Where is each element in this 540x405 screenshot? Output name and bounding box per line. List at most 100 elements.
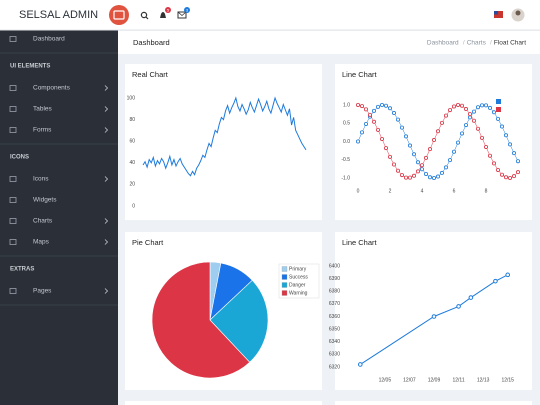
point bbox=[507, 175, 512, 180]
menu-item[interactable] bbox=[0, 191, 118, 209]
point bbox=[479, 103, 484, 108]
mail-icon[interactable] bbox=[177, 11, 187, 19]
legend-swatch bbox=[281, 290, 288, 296]
pie-slice bbox=[209, 279, 269, 363]
point bbox=[499, 172, 504, 177]
point bbox=[475, 105, 480, 110]
x-tick-label: 12/05 bbox=[379, 377, 392, 383]
x-tick-label: 0 bbox=[357, 188, 360, 194]
search-icon[interactable] bbox=[140, 11, 148, 19]
menu-item[interactable] bbox=[0, 282, 118, 300]
menu-heading: ICONS bbox=[10, 155, 29, 161]
point bbox=[363, 107, 368, 112]
breadcrumb-item[interactable]: Dashboard bbox=[427, 40, 459, 47]
y-tick-label: 0.5 bbox=[343, 121, 350, 127]
menu-icon bbox=[9, 106, 17, 112]
point bbox=[443, 113, 448, 118]
x-tick-label: 8 bbox=[485, 188, 488, 194]
breadcrumb-separator: / bbox=[463, 40, 465, 47]
point bbox=[395, 168, 400, 173]
point bbox=[363, 121, 368, 126]
point bbox=[379, 103, 384, 108]
point bbox=[439, 170, 444, 175]
point bbox=[391, 111, 396, 116]
badge-count: 3 bbox=[186, 7, 189, 12]
menu-item[interactable] bbox=[0, 121, 118, 139]
line bbox=[142, 96, 307, 177]
point bbox=[479, 135, 484, 140]
point bbox=[387, 106, 392, 111]
breadcrumb: Float Chart/Charts/Dashboard bbox=[427, 40, 526, 47]
point bbox=[415, 160, 420, 165]
point bbox=[359, 130, 364, 135]
point bbox=[439, 120, 444, 125]
point bbox=[427, 175, 432, 180]
point bbox=[371, 108, 376, 113]
menu-label: Maps bbox=[33, 239, 50, 246]
menu-icon bbox=[113, 10, 125, 20]
chevron bbox=[104, 106, 109, 112]
x-tick-label: 4 bbox=[421, 188, 424, 194]
chevron bbox=[104, 127, 109, 133]
card bbox=[335, 401, 532, 405]
point bbox=[411, 173, 416, 178]
menu-toggle[interactable] bbox=[109, 5, 129, 25]
chevron bbox=[104, 288, 109, 294]
point bbox=[355, 103, 360, 108]
point bbox=[463, 107, 468, 112]
point bbox=[512, 151, 517, 156]
menu-item[interactable] bbox=[0, 100, 118, 118]
point bbox=[375, 127, 380, 132]
y-tick-label: 1.0 bbox=[343, 102, 350, 108]
menu-item[interactable] bbox=[0, 212, 118, 230]
y-tick-label: 6330 bbox=[329, 352, 340, 358]
point bbox=[455, 103, 460, 108]
y-tick-label: -1.0 bbox=[341, 175, 350, 181]
legend-swatch bbox=[496, 107, 501, 112]
point bbox=[487, 105, 492, 110]
menu-label: Widgets bbox=[33, 197, 57, 204]
menu-item[interactable] bbox=[0, 170, 118, 188]
breadcrumb-item[interactable]: Charts bbox=[467, 40, 487, 47]
point bbox=[468, 295, 474, 300]
point bbox=[427, 147, 432, 152]
point bbox=[471, 118, 476, 123]
menu-label: Components bbox=[33, 85, 71, 92]
point bbox=[467, 112, 472, 117]
chevron bbox=[104, 218, 109, 224]
badge-count: 5 bbox=[167, 7, 170, 12]
card bbox=[125, 64, 322, 220]
point bbox=[516, 159, 521, 164]
point bbox=[495, 167, 500, 172]
menu-label: Forms bbox=[33, 127, 52, 134]
menu-label: Charts bbox=[33, 218, 53, 225]
y-tick-label: 6360 bbox=[329, 314, 340, 320]
avatar-head bbox=[515, 10, 521, 16]
brand: SELSAL ADMIN bbox=[19, 9, 98, 21]
point bbox=[456, 304, 461, 309]
point bbox=[471, 109, 476, 114]
point bbox=[495, 116, 500, 121]
point bbox=[415, 169, 420, 174]
card bbox=[335, 64, 532, 220]
search-icon-handle bbox=[145, 16, 149, 20]
point bbox=[503, 133, 508, 138]
legend-label: Primary bbox=[289, 266, 307, 272]
menu-icon bbox=[9, 197, 17, 203]
x-tick-label: 12/15 bbox=[501, 377, 514, 383]
menu-item[interactable] bbox=[0, 233, 118, 251]
flag-icon[interactable] bbox=[494, 11, 503, 18]
menu-heading: UI ELEMENTS bbox=[10, 64, 50, 70]
sidebar bbox=[0, 0, 118, 405]
card-title: Real Chart bbox=[132, 70, 169, 79]
y-tick-label: 6340 bbox=[329, 339, 340, 345]
point bbox=[491, 110, 496, 115]
x-tick-label: 12/13 bbox=[477, 377, 490, 383]
point bbox=[431, 314, 437, 319]
menu-heading: EXTRAS bbox=[10, 267, 34, 273]
point bbox=[507, 142, 512, 147]
bell-icon[interactable] bbox=[160, 12, 166, 18]
point bbox=[411, 152, 416, 157]
point bbox=[483, 103, 488, 108]
page-title: Dashboard bbox=[133, 38, 170, 47]
